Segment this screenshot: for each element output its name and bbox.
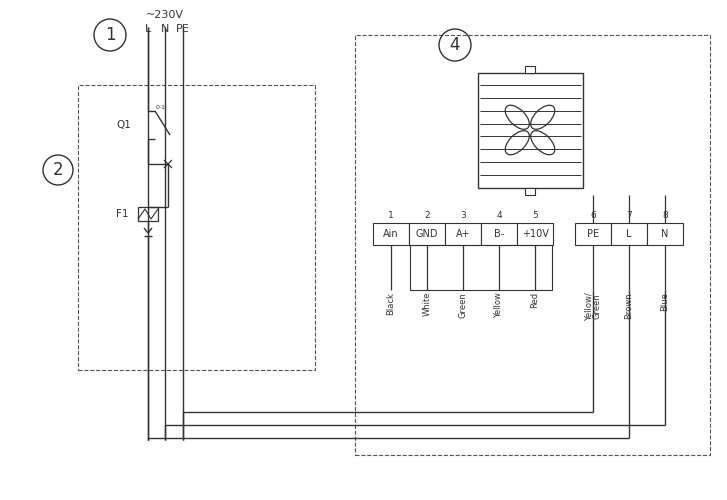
- Text: 7: 7: [626, 211, 632, 220]
- Bar: [138, 207, 158, 221]
- Bar: [373, 223, 409, 245]
- Text: A+: A+: [456, 229, 470, 239]
- Text: PE: PE: [176, 24, 190, 34]
- Text: 5: 5: [532, 211, 538, 220]
- Bar: [410, 245, 552, 290]
- Bar: [355, 35, 710, 455]
- Text: N: N: [161, 24, 169, 34]
- Text: 6: 6: [590, 211, 596, 220]
- Text: B-: B-: [494, 229, 504, 239]
- Bar: [409, 223, 445, 245]
- Text: Yellow: Yellow: [494, 292, 504, 318]
- Text: +10V: +10V: [521, 229, 548, 239]
- Text: Black: Black: [387, 292, 395, 315]
- Text: Brown: Brown: [624, 292, 633, 318]
- Text: 8: 8: [662, 211, 668, 220]
- Text: 2: 2: [424, 211, 430, 220]
- Text: PE: PE: [587, 229, 599, 239]
- Text: 1: 1: [105, 26, 116, 44]
- Bar: [481, 223, 517, 245]
- Bar: [575, 223, 611, 245]
- Text: Blue: Blue: [661, 292, 670, 311]
- Bar: [445, 223, 481, 245]
- Text: 4: 4: [497, 211, 502, 220]
- Text: Red: Red: [531, 292, 539, 308]
- Text: 2: 2: [52, 161, 63, 179]
- Text: F1: F1: [116, 209, 129, 219]
- Text: White: White: [422, 292, 432, 316]
- Text: 4: 4: [450, 36, 460, 54]
- Text: L: L: [145, 24, 151, 34]
- Text: Yellow/
Green: Yellow/ Green: [585, 292, 602, 321]
- Bar: [78, 85, 315, 370]
- Text: Green: Green: [459, 292, 467, 318]
- Text: Ain: Ain: [383, 229, 399, 239]
- Bar: [525, 188, 535, 194]
- Bar: [517, 223, 553, 245]
- Text: GND: GND: [416, 229, 438, 239]
- Bar: [647, 223, 683, 245]
- Bar: [611, 223, 647, 245]
- Text: Q1: Q1: [116, 120, 131, 130]
- Text: ~230V: ~230V: [146, 10, 184, 20]
- Bar: [478, 72, 582, 188]
- Text: N: N: [662, 229, 669, 239]
- Text: 3: 3: [460, 211, 466, 220]
- Bar: [525, 66, 535, 72]
- Text: L: L: [626, 229, 632, 239]
- Text: 1: 1: [388, 211, 394, 220]
- Text: 0-1: 0-1: [156, 105, 166, 110]
